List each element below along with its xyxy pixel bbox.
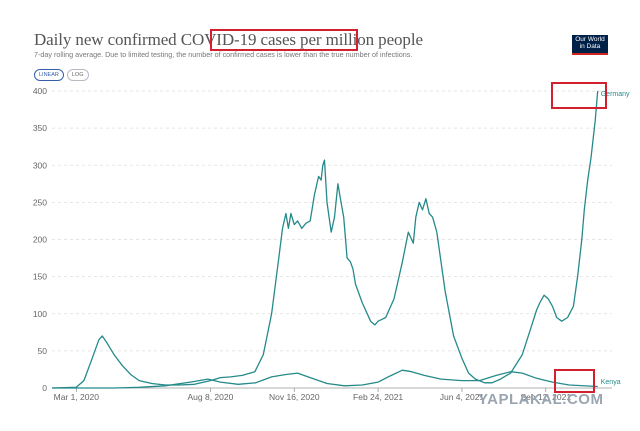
y-tick-label: 250	[33, 197, 47, 207]
y-tick-label: 200	[33, 235, 47, 245]
y-tick-label: 50	[38, 346, 48, 356]
linear-scale-button[interactable]: LINEAR	[34, 69, 64, 81]
y-tick-label: 100	[33, 309, 47, 319]
x-tick-label: Aug 8, 2020	[188, 392, 234, 402]
watermark: YAPLAKAL.COM	[478, 391, 604, 408]
kenya-highlight-box	[554, 369, 595, 393]
x-tick-label: Jun 4, 2021	[440, 392, 485, 402]
title-highlight-box	[210, 29, 358, 51]
scale-toggle: LINEAR LOG	[34, 69, 89, 81]
log-scale-button[interactable]: LOG	[66, 69, 89, 81]
logo-line-2: in Data	[579, 43, 601, 50]
y-tick-label: 300	[33, 160, 47, 170]
series-line-kenya	[52, 369, 598, 389]
y-tick-label: 150	[33, 272, 47, 282]
chart-title: Daily new confirmed COVID-19 cases per m…	[34, 30, 423, 49]
series-label-kenya: Kenya	[601, 379, 621, 386]
y-tick-label: 350	[33, 123, 47, 133]
x-tick-label: Mar 1, 2020	[54, 392, 100, 402]
x-tick-label: Sep 12, 2021	[520, 392, 571, 402]
x-tick-label: Feb 24, 2021	[353, 392, 403, 402]
x-tick-label: Nov 16, 2020	[269, 392, 320, 402]
germany-highlight-box	[551, 82, 607, 109]
series-label-germany: Germany	[601, 91, 630, 98]
owid-logo[interactable]: Our World in Data	[572, 35, 608, 55]
y-tick-label: 400	[33, 86, 47, 96]
y-tick-label: 0	[42, 383, 47, 393]
chart-subtitle: 7-day rolling average. Due to limited te…	[34, 50, 413, 59]
logo-line-1: Our World	[575, 36, 605, 43]
